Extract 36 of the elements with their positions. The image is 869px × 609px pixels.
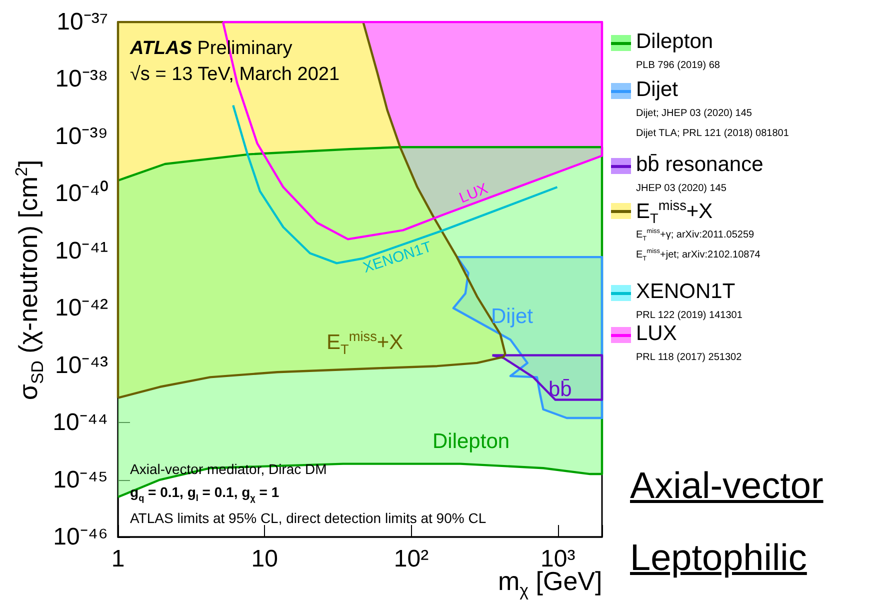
- x-tick-label: 1: [111, 546, 125, 572]
- legend-label: bb̄ resonance: [636, 153, 764, 177]
- annotation: E$_{T}$$^{miss}$+X: [326, 329, 404, 358]
- annotation: ATLAS limits at 95% CL, direct detection limits at 90% CL: [130, 510, 486, 526]
- y-tick-label: 10⁻³⁹: [55, 122, 108, 150]
- y-tick-label: 10⁻⁴³: [55, 352, 108, 379]
- text: E$_{T}$$^{miss}$+γ; arXiv:2011.05259: [636, 228, 754, 242]
- text: Leptophilic: [630, 537, 807, 579]
- text: PRL 118 (2017) 251302: [636, 352, 742, 363]
- y-tick-label: 10⁻⁴⁵: [53, 466, 108, 494]
- text: Axial-vector: [630, 465, 824, 507]
- y-tick-label: 10⁻⁴⁴: [52, 409, 108, 436]
- y-tick-label: 10⁻⁴¹: [55, 237, 108, 264]
- annotation: √s = 13 TeV, March 2021: [130, 64, 340, 86]
- text: Dijet TLA; PRL 121 (2018) 081801: [636, 128, 789, 139]
- x-tick-label: 10: [251, 546, 278, 572]
- y-tick-label: 10⁻³⁷: [56, 8, 108, 36]
- y-tick-label: 10⁻³⁸: [55, 66, 108, 93]
- legend-label: LUX: [636, 322, 677, 346]
- y-tick-label: 10⁻⁴⁰: [54, 180, 108, 208]
- text: Dijet; JHEP 03 (2020) 145: [636, 108, 752, 119]
- annotation: LUX: [456, 180, 490, 206]
- text: PLB 796 (2019) 68: [636, 60, 720, 71]
- y-tick-label: 10⁻⁴⁶: [53, 524, 108, 550]
- legend-label: Dilepton: [636, 30, 714, 54]
- y-tick-label: 10⁻⁴²: [55, 294, 108, 322]
- x-tick-label: 10²: [394, 546, 429, 572]
- legend-label: Dijet: [636, 78, 678, 102]
- annotation: bb̄: [548, 378, 572, 402]
- annotation: Dijet: [491, 305, 534, 329]
- text: E$_{T}$$^{miss}$+jet; arXiv:2102.10874: [636, 248, 760, 262]
- text: JHEP 03 (2020) 145: [636, 183, 726, 194]
- legend-label: XENON1T: [636, 280, 736, 304]
- text: PRL 122 (2019) 141301: [636, 310, 742, 321]
- legend-label: E$_{T}$$^{miss}$+X: [636, 198, 713, 226]
- annotation: Dilepton: [432, 430, 510, 454]
